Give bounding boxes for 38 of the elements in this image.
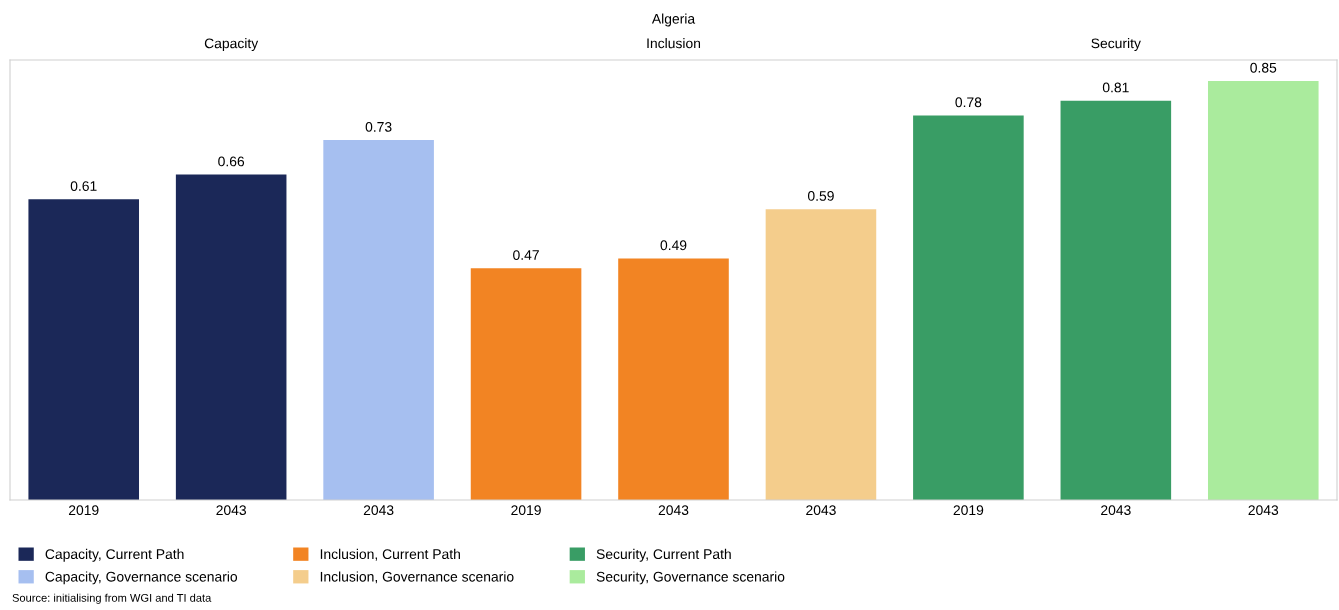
chart-title: Algeria xyxy=(651,13,696,27)
data-label: 0.78 xyxy=(955,97,982,108)
bar xyxy=(28,199,140,500)
x-tick-label: 2019 xyxy=(511,505,541,516)
bar xyxy=(323,140,434,500)
x-tick-label: 2043 xyxy=(658,505,689,516)
text: Capacity xyxy=(204,38,259,51)
legend-label: Inclusion, Current Path xyxy=(320,548,460,561)
x-tick-label: 2043 xyxy=(806,505,836,516)
bar xyxy=(175,174,287,500)
text: Security xyxy=(1091,38,1141,51)
bar xyxy=(765,209,877,500)
data-label: 0.49 xyxy=(660,240,687,251)
x-tick-label: 2043 xyxy=(363,505,394,516)
data-label: 0.47 xyxy=(513,250,539,260)
data-label: 0.59 xyxy=(807,191,834,201)
legend-label: Capacity, Governance scenario xyxy=(45,571,238,585)
x-tick-label: 2043 xyxy=(1101,505,1131,516)
x-tick-label: 2043 xyxy=(216,505,247,516)
legend-label: Security, Governance scenario xyxy=(596,571,785,585)
bar xyxy=(1207,80,1319,500)
text: Inclusion xyxy=(647,38,701,49)
data-label: 0.81 xyxy=(1102,82,1129,93)
legend-label: Inclusion, Governance scenario xyxy=(320,571,514,584)
x-tick-label: 2043 xyxy=(1248,505,1279,516)
bar xyxy=(618,258,729,500)
legend-label: Capacity, Current Path xyxy=(45,548,184,562)
bar xyxy=(1060,100,1172,500)
data-label: 0.66 xyxy=(218,156,245,167)
data-label: 0.61 xyxy=(70,181,97,191)
x-tick-label: 2019 xyxy=(68,505,99,516)
data-label: 0.73 xyxy=(365,121,392,132)
data-label: 0.85 xyxy=(1250,62,1277,73)
bar xyxy=(470,268,582,500)
source-note: Source: initialising from WGI and TI data xyxy=(12,593,212,604)
legend-label: Security, Current Path xyxy=(596,548,731,562)
bar xyxy=(913,115,1024,500)
x-tick-label: 2019 xyxy=(953,505,984,516)
